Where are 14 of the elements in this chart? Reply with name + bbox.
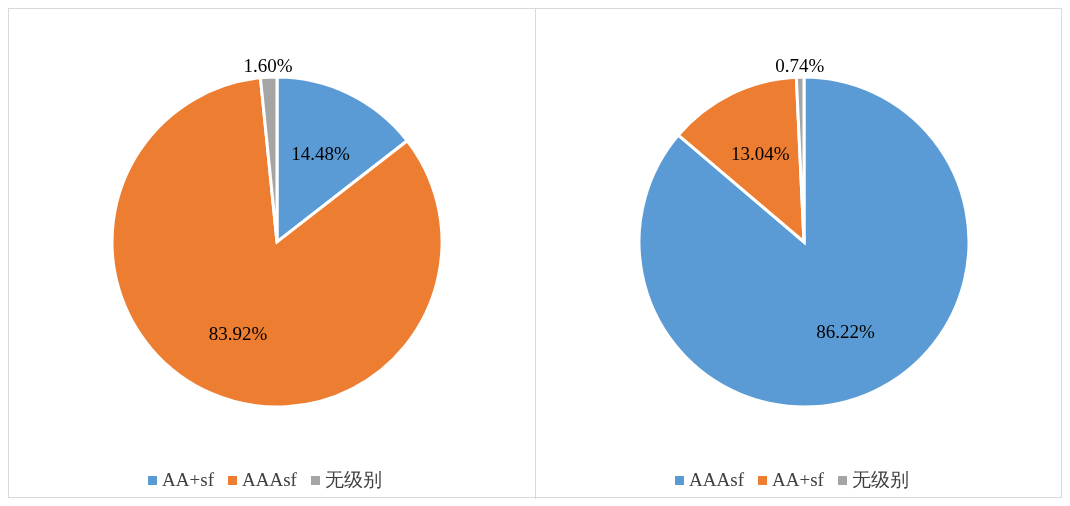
legend-label: AAAsf: [242, 469, 297, 491]
data-label: 86.22%: [816, 321, 875, 343]
pie-slice: [110, 76, 444, 409]
data-label: 1.60%: [243, 54, 293, 76]
legend-label: AA+sf: [162, 469, 214, 491]
data-label: 83.92%: [208, 322, 268, 344]
legend-label: 无级别: [324, 468, 382, 492]
data-label: 13.04%: [731, 142, 790, 164]
data-label: 14.48%: [291, 142, 350, 164]
legend-label: 无级别: [851, 468, 909, 492]
pie-slice: [637, 75, 971, 409]
legend-label: AA+sf: [772, 469, 824, 491]
legend-label: AAAsf: [689, 469, 744, 491]
data-label: 0.74%: [775, 54, 825, 76]
